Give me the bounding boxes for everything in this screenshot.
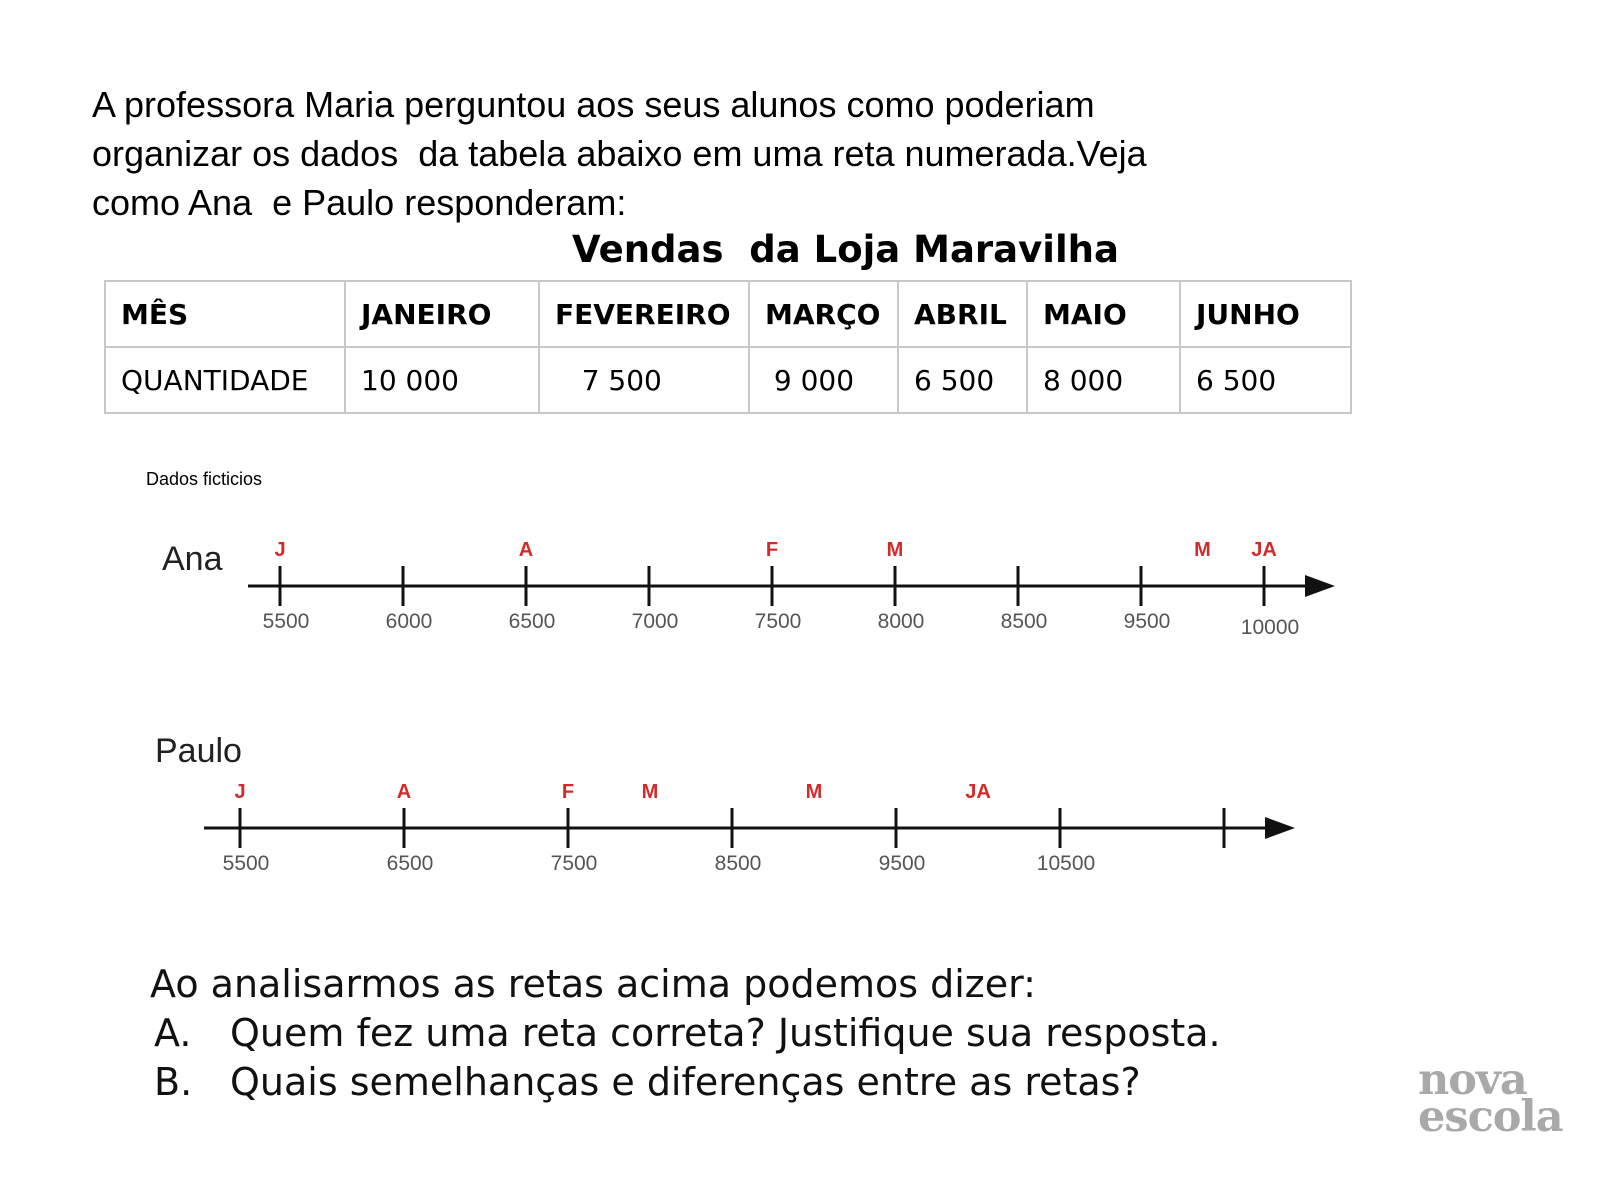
tick-label: 6500	[509, 610, 556, 633]
tick-label: 7000	[632, 610, 679, 633]
tick-label: 8500	[1001, 610, 1048, 633]
table-header-cell: MÊS	[104, 280, 346, 348]
arrow-head	[1305, 575, 1335, 597]
month-marker: M	[887, 539, 904, 561]
table-header-cell: ABRIL	[897, 280, 1028, 348]
month-marker: JA	[1251, 539, 1277, 561]
table-header-cell: JANEIRO	[344, 280, 540, 348]
month-marker: F	[562, 781, 574, 803]
table-cell: 6 500	[897, 346, 1028, 414]
month-marker: M	[806, 781, 823, 803]
table-header-cell: FEVEREIRO	[538, 280, 750, 348]
questions: Ao analisarmos as retas acima podemos di…	[150, 960, 1221, 1107]
data-note: Dados ficticios	[146, 469, 263, 489]
sales-table: MÊS JANEIRO FEVEREIRO MARÇO ABRIL MAIO J…	[104, 280, 1352, 414]
question-text: Quais semelhanças e diferenças entre as …	[230, 1060, 1141, 1104]
question-text: Quem fez uma reta correta? Justifique su…	[230, 1011, 1221, 1055]
tick-label: 8500	[715, 852, 762, 875]
tick-label: 7500	[551, 852, 598, 875]
table-cell: 10 000	[344, 346, 540, 414]
month-marker: M	[642, 781, 659, 803]
tick-label: 6500	[387, 852, 434, 875]
paulo-label: Paulo	[155, 732, 242, 770]
table-title: Vendas da Loja Maravilha	[572, 228, 1119, 271]
logo-line: nova	[1418, 1055, 1528, 1105]
tick-label: 7500	[755, 610, 802, 633]
tick-label: 6000	[386, 610, 433, 633]
table-cell: 6 500	[1179, 346, 1352, 414]
table-header-cell: MAIO	[1026, 280, 1181, 348]
question-letter: A.	[154, 1011, 192, 1055]
month-marker: J	[234, 781, 245, 803]
arrow-head	[1265, 817, 1295, 839]
logo-line: escola	[1418, 1092, 1564, 1142]
table-header-cell: JUNHO	[1179, 280, 1352, 348]
table-header-cell: MARÇO	[748, 280, 899, 348]
table-cell: QUANTIDADE	[104, 346, 346, 414]
tick-label: 5500	[223, 852, 270, 875]
table-header-row: MÊS JANEIRO FEVEREIRO MARÇO ABRIL MAIO J…	[104, 280, 1352, 348]
table-cell: 7 500	[538, 346, 750, 414]
month-marker: A	[397, 781, 411, 803]
table-row: QUANTIDADE 10 000 7 500 9 000 6 500 8 00…	[104, 346, 1352, 414]
intro-text: A professora Maria perguntou aos seus al…	[92, 80, 1312, 227]
ana-label: Ana	[162, 540, 223, 578]
tick-label: 10000	[1241, 616, 1299, 639]
question-a: A. Quem fez uma reta correta? Justifique …	[150, 1009, 1221, 1058]
nova-escola-logo: nova escola	[1418, 1055, 1564, 1142]
tick-label: 5500	[263, 610, 310, 633]
questions-intro: Ao analisarmos as retas acima podemos di…	[150, 962, 1036, 1006]
tick-label: 9500	[1124, 610, 1171, 633]
month-marker: A	[519, 539, 533, 561]
intro-line: como Ana e Paulo responderam:	[92, 182, 627, 223]
tick-label: 8000	[878, 610, 925, 633]
table-cell: 9 000	[748, 346, 899, 414]
tick-label: 10500	[1037, 852, 1095, 875]
table-cell: 8 000	[1026, 346, 1181, 414]
intro-line: organizar os dados da tabela abaixo em u…	[92, 133, 1147, 174]
month-marker: JA	[965, 781, 991, 803]
month-marker: J	[274, 539, 285, 561]
tick-label: 9500	[879, 852, 926, 875]
question-letter: B.	[154, 1060, 193, 1104]
month-marker: M	[1194, 539, 1211, 561]
question-b: B. Quais semelhanças e diferenças entre a…	[150, 1058, 1221, 1107]
month-marker: F	[766, 539, 778, 561]
intro-line: A professora Maria perguntou aos seus al…	[92, 84, 1095, 125]
